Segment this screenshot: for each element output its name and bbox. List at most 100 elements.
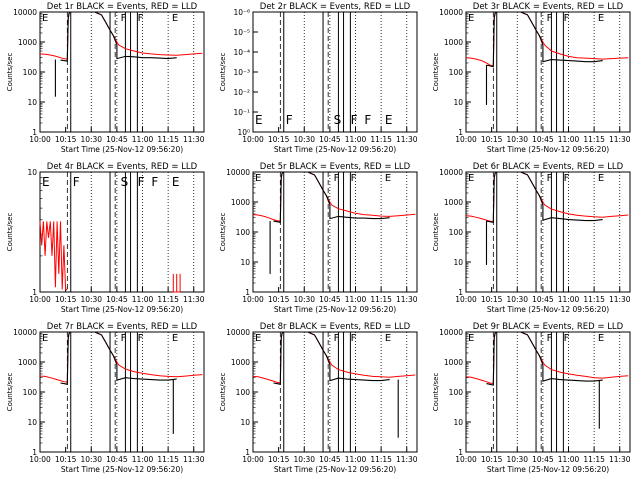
lld-series [172, 273, 181, 293]
x-tick-label: 10:00 [242, 455, 264, 464]
y-tick-label: 10 [453, 418, 463, 427]
y-tick-label: 10⁻² [233, 88, 250, 97]
y-axis-label: Counts/sec [219, 373, 227, 412]
x-tick-label: 11:15 [583, 455, 605, 464]
y-tick-label: 10⁻⁶ [233, 8, 250, 17]
flag-label: E [42, 175, 50, 189]
y-tick-label: 1 [32, 448, 37, 457]
x-tick-label: 10:30 [293, 295, 315, 304]
x-tick-label: 11:30 [183, 455, 205, 464]
x-tick-label: 10:00 [242, 295, 264, 304]
y-tick-label: 100 [236, 228, 251, 237]
x-tick-label: 10:45 [319, 455, 341, 464]
x-tick-label: 10:45 [532, 295, 554, 304]
x-tick-label: 10:30 [80, 295, 102, 304]
y-tick-label: 10⁻³ [233, 68, 250, 77]
x-tick-label: 11:15 [157, 295, 179, 304]
lld-series [39, 221, 68, 290]
flag-label: E [598, 173, 604, 184]
plot-frame [465, 331, 631, 453]
panel-title: Det 1r BLACK = Events, RED = LLD [47, 2, 198, 12]
flag-label: E [385, 333, 391, 344]
flag-label: E [385, 173, 391, 184]
panel-title: Det 2r BLACK = Events, RED = LLD [260, 2, 411, 12]
x-tick-label: 11:00 [132, 135, 154, 144]
x-tick-label: 10:15 [481, 455, 503, 464]
y-tick-label: 10000 [439, 328, 463, 337]
panel-det-2r: Det 2r BLACK = Events, RED = LLD 10⁰ 10⁻¹ 1… [219, 2, 418, 154]
events-series [486, 171, 603, 223]
flag-label: F [547, 173, 553, 184]
panel-title: Det 7r BLACK = Events, RED = LLD [47, 322, 198, 332]
x-tick-label: 11:15 [583, 295, 605, 304]
y-tick-label: 10000 [226, 328, 250, 337]
x-tick-label: 10:15 [268, 295, 290, 304]
y-axis-label: Counts/sec [432, 213, 440, 252]
y-tick-label: 100 [449, 388, 464, 397]
x-tick-label: 10:15 [55, 135, 77, 144]
y-axis-label: Counts/sec [219, 213, 227, 252]
x-tick-label: 10:45 [106, 295, 128, 304]
flag-label: E [598, 333, 604, 344]
x-tick-label: 11:30 [609, 295, 631, 304]
flag-label: E [598, 13, 604, 24]
y-tick-label: 1 [245, 448, 250, 457]
x-tick-label: 10:15 [55, 455, 77, 464]
flag-label: F [564, 333, 570, 344]
flag-label: F [151, 175, 158, 189]
flag-label: F [334, 173, 340, 184]
x-tick-label: 11:30 [396, 135, 418, 144]
flag-label: F [334, 333, 340, 344]
flag-label: F [547, 13, 553, 24]
panel-det-4r: Det 4r BLACK = Events, RED = LLD 1 10 Count… [6, 162, 205, 314]
x-axis-label: Start Time (25-Nov-12 09:56:20) [274, 145, 396, 154]
y-tick-label: 10000 [226, 168, 250, 177]
flag-label: E [255, 173, 261, 184]
x-tick-label: 10:00 [29, 455, 51, 464]
flag-label: F [138, 333, 144, 344]
flag-label: S [121, 175, 129, 189]
x-tick-label: 11:30 [396, 455, 418, 464]
x-tick-label: 10:45 [319, 135, 341, 144]
x-tick-label: 11:00 [132, 455, 154, 464]
flag-label: F [73, 175, 80, 189]
x-tick-label: 10:45 [532, 135, 554, 144]
x-tick-label: 11:00 [558, 135, 580, 144]
flag-label: E [255, 113, 263, 127]
y-tick-label: 1000 [444, 198, 463, 207]
y-axis-label: Counts/sec [219, 53, 227, 92]
x-axis-label: Start Time (25-Nov-12 09:56:20) [487, 145, 609, 154]
x-tick-label: 11:15 [157, 135, 179, 144]
x-tick-label: 10:00 [242, 135, 264, 144]
y-tick-label: 100 [449, 228, 464, 237]
y-tick-label: 1000 [231, 198, 250, 207]
x-tick-label: 11:15 [370, 295, 392, 304]
x-tick-label: 10:45 [532, 455, 554, 464]
x-tick-label: 10:30 [506, 455, 528, 464]
y-tick-label: 10⁰ [237, 128, 250, 137]
x-axis-label: Start Time (25-Nov-12 09:56:20) [274, 465, 396, 474]
flag-label: E [468, 333, 474, 344]
y-tick-label: 10 [27, 168, 37, 177]
y-tick-label: 10 [27, 418, 37, 427]
plot-frame [252, 171, 418, 293]
x-axis-label: Start Time (25-Nov-12 09:56:20) [61, 465, 183, 474]
events-series [60, 11, 177, 62]
flag-label: E [172, 333, 178, 344]
y-tick-label: 1000 [231, 358, 250, 367]
x-tick-label: 10:15 [481, 295, 503, 304]
y-tick-label: 1 [458, 128, 463, 137]
flag-label: S [334, 113, 342, 127]
y-axis-label: Counts/sec [6, 213, 14, 252]
flag-label: F [364, 113, 371, 127]
panel-title: Det 8r BLACK = Events, RED = LLD [260, 322, 411, 332]
flag-label: E [385, 113, 393, 127]
x-tick-label: 10:15 [268, 135, 290, 144]
y-axis-label: Counts/sec [6, 53, 14, 92]
x-tick-label: 11:15 [583, 135, 605, 144]
x-axis-label: Start Time (25-Nov-12 09:56:20) [487, 465, 609, 474]
x-tick-label: 11:00 [345, 295, 367, 304]
x-tick-label: 11:00 [345, 135, 367, 144]
flag-label: F [351, 333, 357, 344]
